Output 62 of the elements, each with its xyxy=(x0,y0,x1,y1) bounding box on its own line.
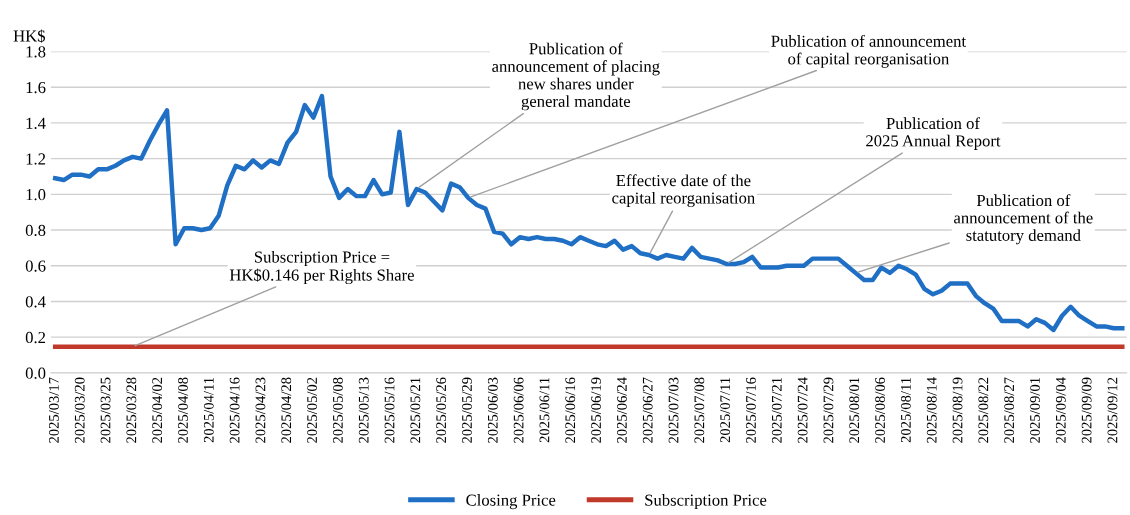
x-tick-label: 2025/08/22 xyxy=(978,377,989,443)
x-tick-label: 2025/08/27 xyxy=(1004,377,1015,443)
y-axis-title: HK$ xyxy=(13,29,46,43)
x-tick-label: 2025/04/08 xyxy=(178,377,188,443)
x-tick-label: 2025/06/06 xyxy=(513,377,524,443)
annotation: Publication of announcement of placing new shares under general mandate xyxy=(492,42,660,111)
x-tick-label: 2025/03/25 xyxy=(100,377,111,443)
y-tick-label: 1.6 xyxy=(26,81,46,94)
x-tick-label: 2025/04/11 xyxy=(203,377,214,443)
x-tick-label: 2025/08/06 xyxy=(875,377,885,443)
x-tick-label: 2025/09/04 xyxy=(1055,377,1066,443)
x-tick-label: 2025/04/02 xyxy=(152,377,163,443)
y-tick-label: 0.4 xyxy=(25,296,46,308)
x-tick-label: 2025/07/29 xyxy=(823,377,834,443)
annotation: Publication of announcement of the statutory demand xyxy=(954,194,1093,245)
annotation: Effective date of the capital reorganisation xyxy=(612,174,755,208)
y-tick-label: 0.2 xyxy=(25,331,46,344)
x-tick-label: 2025/05/21 xyxy=(410,377,421,443)
x-tick-label: 2025/06/16 xyxy=(565,377,576,443)
y-tick-label: 1.2 xyxy=(26,153,46,165)
x-tick-label: 2025/05/29 xyxy=(462,377,472,443)
annotation: Publication of 2025 Annual Report xyxy=(866,117,1001,150)
annotation: Publication of announcement of capital reorganisation xyxy=(771,34,966,68)
x-tick-label: 2025/07/11 xyxy=(720,377,731,443)
x-tick-label: 2025/06/19 xyxy=(591,377,601,443)
x-tick-label: 2025/03/17 xyxy=(48,377,59,443)
x-tick-label: 2025/08/14 xyxy=(926,377,937,443)
line-series xyxy=(52,93,1125,333)
annotation: Subscription Price = HK$0.146 per Rights Share xyxy=(229,250,414,285)
x-tick-label: 2025/03/28 xyxy=(126,377,137,443)
x-tick-label: 2025/06/03 xyxy=(487,377,498,443)
x-tick-label: 2025/03/20 xyxy=(74,377,85,443)
x-tick-label: 2025/05/26 xyxy=(436,377,447,443)
x-tick-label: 2025/05/08 xyxy=(332,377,343,443)
y-tick-label: 0.6 xyxy=(25,260,46,272)
y-tick-label: 1.0 xyxy=(26,189,46,201)
x-tick-label: 2025/06/11 xyxy=(539,377,550,443)
x-tick-label: 2025/07/24 xyxy=(797,377,808,443)
x-tick-label: 2025/04/16 xyxy=(229,377,240,443)
x-tick-label: 2025/07/21 xyxy=(771,377,782,443)
x-tick-label: 2025/09/01 xyxy=(1030,377,1040,443)
x-tick-label: 2025/08/01 xyxy=(849,377,860,443)
y-tick-label: 1.8 xyxy=(26,46,46,58)
legend-label: Closing Price xyxy=(466,494,556,510)
x-tick-label: 2025/09/12 xyxy=(1107,377,1118,443)
x-tick-label: 2025/08/11 xyxy=(900,377,911,443)
x-tick-label: 2025/05/13 xyxy=(358,377,369,443)
x-tick-label: 2025/04/28 xyxy=(281,377,292,443)
x-tick-label: 2025/07/08 xyxy=(694,377,705,443)
x-tick-label: 2025/08/19 xyxy=(952,377,963,443)
x-tick-label: 2025/05/16 xyxy=(384,377,395,443)
x-tick-label: 2025/06/27 xyxy=(642,377,653,443)
x-tick-label: 2025/06/24 xyxy=(616,377,627,443)
x-tick-label: 2025/09/09 xyxy=(1081,377,1092,443)
y-tick-label: 0.0 xyxy=(25,367,46,379)
y-tick-label: 0.8 xyxy=(25,224,46,237)
y-tick-label: 1.4 xyxy=(26,117,46,129)
x-tick-label: 2025/07/03 xyxy=(668,377,679,443)
legend-label: Subscription Price xyxy=(645,494,767,510)
x-tick-label: 2025/04/23 xyxy=(255,377,266,443)
x-tick-label: 2025/05/02 xyxy=(307,377,317,443)
x-tick-label: 2025/07/16 xyxy=(746,377,756,443)
